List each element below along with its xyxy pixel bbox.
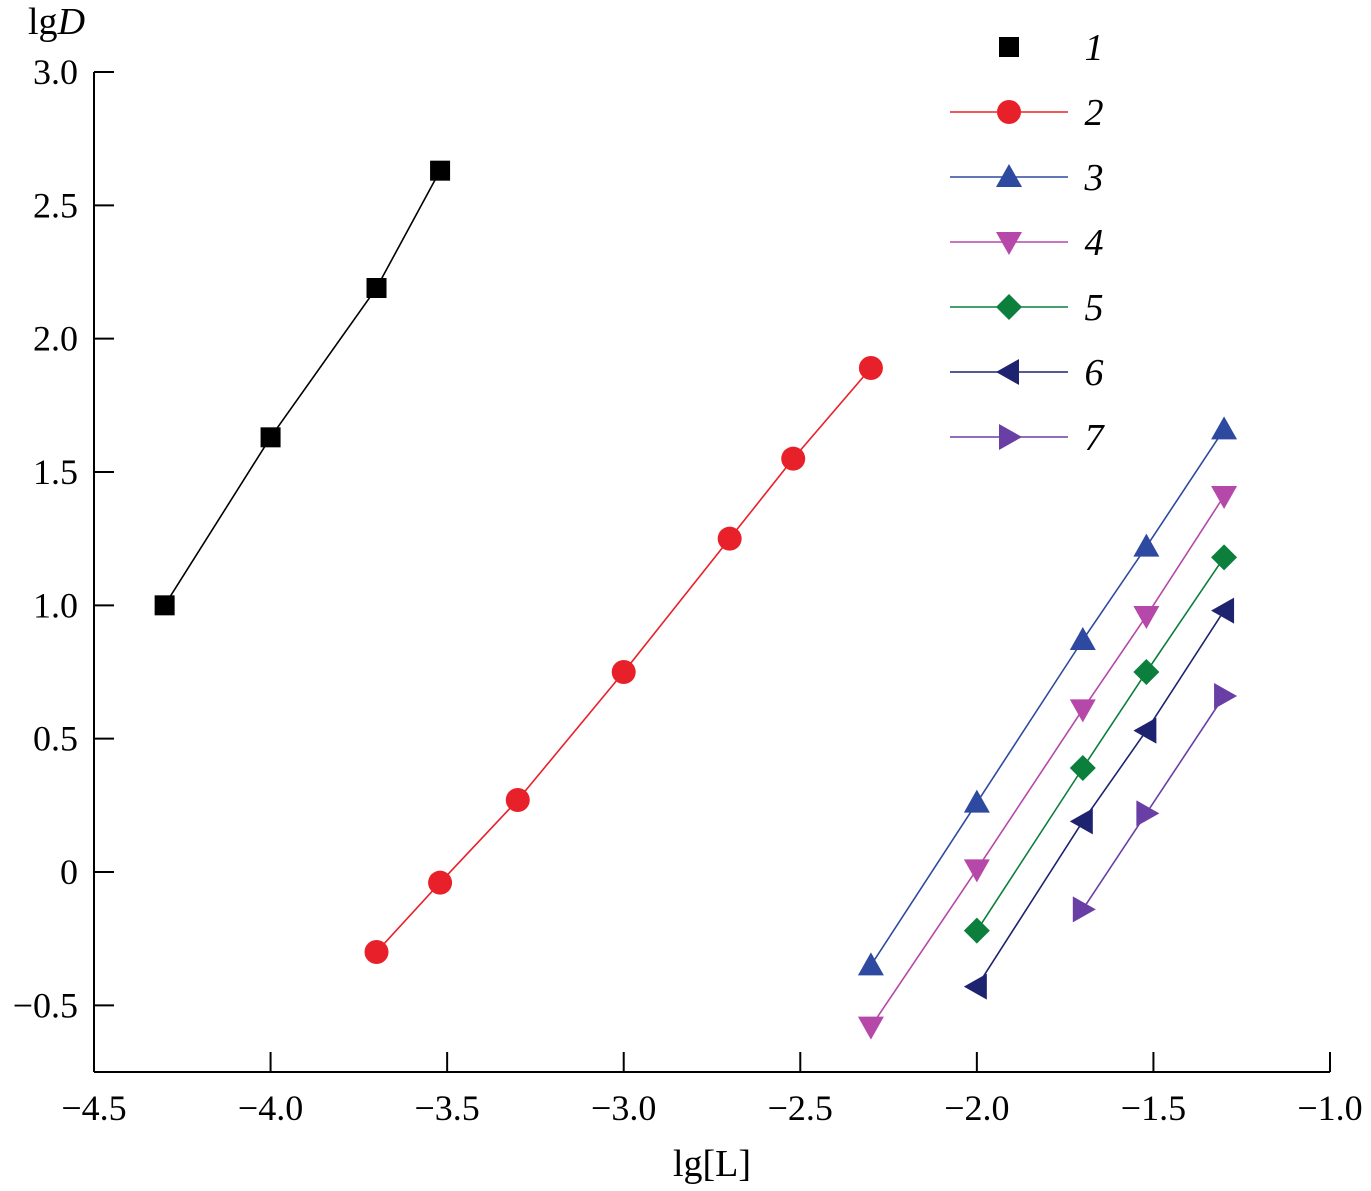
- series-4-point: [1211, 486, 1238, 509]
- legend-label-7: 7: [1085, 417, 1106, 459]
- legend-label-4: 4: [1085, 222, 1104, 264]
- x-tick-label: −3.0: [591, 1088, 656, 1128]
- series-1-point: [366, 278, 387, 298]
- series-7-point: [1136, 800, 1160, 827]
- legend-marker-5: [996, 294, 1022, 320]
- legend-marker-2: [997, 100, 1021, 124]
- series-1-point: [260, 427, 281, 448]
- legend-marker-3: [996, 164, 1022, 187]
- series-lines: [163, 170, 1225, 1028]
- x-axis-label: lg[L]: [673, 1143, 751, 1185]
- series-3-point: [857, 952, 884, 976]
- series-3-point: [1211, 416, 1238, 440]
- axes: [93, 72, 1330, 1073]
- series-3-line: [870, 428, 1225, 966]
- series-2-point: [428, 870, 453, 895]
- x-tick-label: −2.5: [768, 1088, 833, 1128]
- y-tick-label: 0: [60, 852, 78, 892]
- y-ticks: −0.5 0 0.5 1.0 1.5 2.0 2.5 3.0: [13, 52, 114, 1025]
- y-tick-label: 2.0: [33, 319, 78, 359]
- legend-label-3: 3: [1084, 157, 1104, 199]
- series-4-line: [870, 495, 1225, 1028]
- legend-marker-6: [996, 359, 1019, 385]
- series-2-point: [717, 526, 742, 551]
- series-5-point: [1069, 755, 1096, 781]
- series-5-point: [1211, 544, 1238, 571]
- y-tick-label: 3.0: [33, 52, 78, 92]
- y-tick-label: 1.5: [33, 452, 78, 492]
- series-3-point: [963, 789, 990, 813]
- series-4-point: [1133, 606, 1160, 629]
- series-points: [154, 160, 1238, 1040]
- series-3-point: [1069, 627, 1096, 650]
- x-tick-label: −4.5: [61, 1088, 126, 1128]
- x-tick-label: −2.0: [944, 1088, 1009, 1128]
- y-tick-label: 1.0: [33, 585, 78, 625]
- x-tick-label: −1.5: [1121, 1088, 1186, 1128]
- series-4-point: [963, 859, 990, 883]
- series-3-point: [1133, 533, 1160, 557]
- series-4-point: [1069, 699, 1096, 723]
- series-6-line: [976, 610, 1225, 988]
- y-tick-label: −0.5: [13, 985, 78, 1025]
- x-tick-label: −4.0: [238, 1088, 303, 1128]
- series-1-point: [154, 595, 175, 616]
- series-2-point: [858, 356, 883, 380]
- series-2-point: [611, 660, 636, 684]
- series-5-point: [963, 917, 990, 944]
- y-axis-label-prefix: lg: [28, 1, 58, 43]
- legend-marker-4: [996, 232, 1022, 255]
- legend-label-2: 2: [1085, 92, 1104, 134]
- series-2-point: [364, 940, 389, 964]
- series-4-point: [857, 1016, 884, 1040]
- series-2-point: [781, 446, 806, 471]
- legend-label-1: 1: [1085, 27, 1104, 69]
- y-tick-label: 2.5: [33, 185, 78, 225]
- legend-label-6: 6: [1085, 352, 1104, 394]
- y-axis-label: lgD: [28, 1, 85, 43]
- legend-marker-7: [999, 424, 1022, 450]
- series-6-point: [963, 973, 987, 1000]
- legend-marker-1: [999, 37, 1019, 57]
- y-axis-label-var: D: [57, 1, 85, 43]
- y-tick-label: 0.5: [33, 719, 78, 759]
- series-7-point: [1072, 896, 1096, 923]
- series-6-point: [1069, 808, 1093, 835]
- series-5-point: [1133, 659, 1160, 685]
- legend: 1 2 3 4 5 6 7: [950, 27, 1106, 459]
- series-1-point: [430, 160, 451, 181]
- legend-label-5: 5: [1085, 287, 1104, 329]
- x-ticks: −4.5 −4.0 −3.5 −3.0 −2.5 −2.0 −1.5 −1.0: [61, 1052, 1363, 1128]
- series-2-point: [505, 788, 530, 812]
- x-tick-label: −3.5: [414, 1088, 479, 1128]
- x-tick-label: −1.0: [1297, 1088, 1362, 1128]
- series-5-line: [976, 556, 1225, 932]
- series-6-point: [1211, 597, 1235, 624]
- series-6-point: [1133, 717, 1157, 744]
- series-7-point: [1214, 683, 1238, 709]
- series-1-line: [163, 170, 441, 606]
